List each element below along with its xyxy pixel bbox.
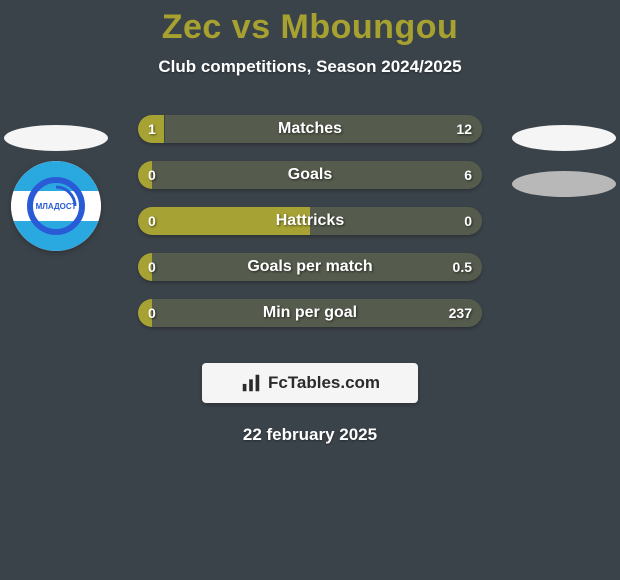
infographic-canvas: Zec vs Mboungou Club competitions, Seaso… [0, 0, 620, 580]
stat-row: 0 237 Min per goal [0, 299, 620, 345]
brand-text: FcTables.com [268, 373, 380, 393]
player-photo-placeholder-left [4, 125, 108, 151]
stat-bar-left-fill [138, 253, 152, 281]
stat-bar-left-fill [138, 115, 164, 143]
stat-bar: 0 6 Goals [138, 161, 482, 189]
stat-bar-left-fill [138, 299, 152, 327]
stat-bar-left-fill [138, 207, 310, 235]
right-player-slot-2 [512, 161, 616, 207]
brand-box[interactable]: FcTables.com [202, 363, 418, 403]
stat-bar: 0 237 Min per goal [138, 299, 482, 327]
stat-row: МЛАДОСТ 0 6 Goals [0, 161, 620, 207]
stat-bar: 0 0.5 Goals per match [138, 253, 482, 281]
page-subtitle: Club competitions, Season 2024/2025 [0, 57, 620, 77]
stat-bar-left-fill [138, 161, 152, 189]
stat-row: 1 12 Matches [0, 115, 620, 161]
stat-bar: 0 0 Hattricks [138, 207, 482, 235]
stat-bar-right-fill [165, 115, 483, 143]
left-player-slot-1 [4, 115, 108, 161]
bar-chart-icon [240, 372, 262, 394]
stats-area: 1 12 Matches [0, 115, 620, 445]
player-photo-placeholder-right [512, 125, 616, 151]
stat-row: 0 0.5 Goals per match [0, 253, 620, 299]
stat-bar-right-fill [310, 207, 482, 235]
stat-bar-right-fill [152, 253, 482, 281]
stat-row: 0 0 Hattricks [0, 207, 620, 253]
right-player-slot-1 [512, 115, 616, 161]
stat-bar: 1 12 Matches [138, 115, 482, 143]
date-text: 22 february 2025 [0, 425, 620, 445]
page-title: Zec vs Mboungou [0, 0, 620, 47]
stat-bar-right-fill [152, 299, 482, 327]
stat-bar-right-fill [152, 161, 482, 189]
club-badge-placeholder-right [512, 171, 616, 197]
